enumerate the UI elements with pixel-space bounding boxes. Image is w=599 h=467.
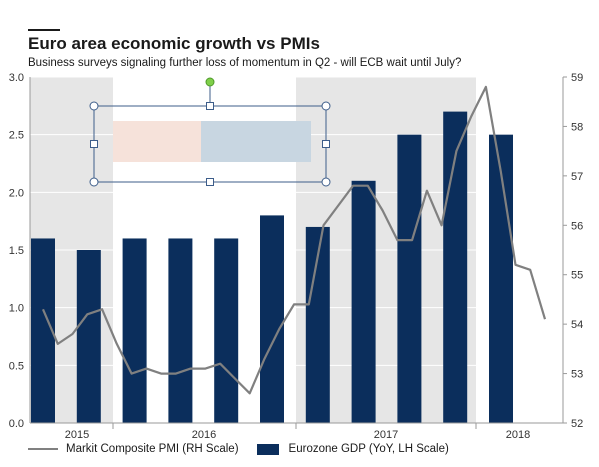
right-tick-label: 58 bbox=[571, 121, 583, 133]
resize-handle-corner bbox=[321, 177, 331, 187]
legend: Markit Composite PMI (RH Scale) Eurozone… bbox=[28, 443, 449, 455]
x-tick-label: 2018 bbox=[506, 429, 530, 441]
right-tick-label: 52 bbox=[571, 418, 583, 430]
resize-handle-side bbox=[206, 102, 214, 110]
gdp-bar bbox=[443, 111, 468, 423]
x-tick-label: 2016 bbox=[192, 429, 216, 441]
rotate-handle bbox=[205, 77, 215, 87]
left-tick-label: 1.0 bbox=[9, 303, 24, 315]
resize-handle-side bbox=[322, 140, 330, 148]
gdp-bar bbox=[397, 134, 422, 423]
right-tick-label: 54 bbox=[571, 319, 583, 331]
resize-handle-corner bbox=[321, 101, 331, 111]
resize-handle-side bbox=[90, 140, 98, 148]
gdp-bar bbox=[351, 180, 376, 423]
gdp-bar bbox=[168, 238, 193, 423]
right-tick-label: 57 bbox=[571, 171, 583, 183]
left-tick-label: 0.0 bbox=[9, 418, 24, 430]
gdp-bar bbox=[76, 250, 101, 423]
textbox-fill-right bbox=[201, 121, 311, 162]
legend-line-swatch bbox=[28, 448, 58, 450]
legend-bar-swatch bbox=[256, 443, 279, 455]
resize-handle-side bbox=[206, 178, 214, 186]
gdp-bar bbox=[122, 238, 147, 423]
right-tick-label: 53 bbox=[571, 369, 583, 381]
legend-label-gdp: Eurozone GDP (YoY, LH Scale) bbox=[288, 443, 449, 455]
resize-handle-corner bbox=[89, 101, 99, 111]
resize-handle-corner bbox=[89, 177, 99, 187]
chart-subtitle: Business surveys signaling further loss … bbox=[28, 57, 462, 69]
legend-label-pmi: Markit Composite PMI (RH Scale) bbox=[66, 443, 239, 455]
right-tick-label: 55 bbox=[571, 270, 583, 282]
x-tick-label: 2017 bbox=[374, 429, 398, 441]
left-tick-label: 3.0 bbox=[9, 72, 24, 84]
left-tick-label: 0.5 bbox=[9, 360, 24, 372]
title-rule bbox=[28, 29, 60, 31]
right-tick-label: 56 bbox=[571, 220, 583, 232]
chart-title: Euro area economic growth vs PMIs bbox=[28, 34, 320, 53]
gdp-bar bbox=[214, 238, 239, 423]
gdp-bar bbox=[260, 215, 284, 423]
textbox-fill-left bbox=[113, 121, 201, 162]
right-tick-label: 59 bbox=[571, 72, 583, 84]
legend-item-pmi: Markit Composite PMI (RH Scale) bbox=[28, 443, 239, 455]
pmi-line bbox=[41, 85, 547, 395]
left-tick-label: 1.5 bbox=[9, 245, 24, 257]
gdp-bar bbox=[489, 134, 513, 423]
x-tick-label: 2015 bbox=[65, 429, 89, 441]
left-tick-label: 2.0 bbox=[9, 187, 24, 199]
legend-item-gdp: Eurozone GDP (YoY, LH Scale) bbox=[239, 443, 449, 455]
left-tick-label: 2.5 bbox=[9, 130, 24, 142]
